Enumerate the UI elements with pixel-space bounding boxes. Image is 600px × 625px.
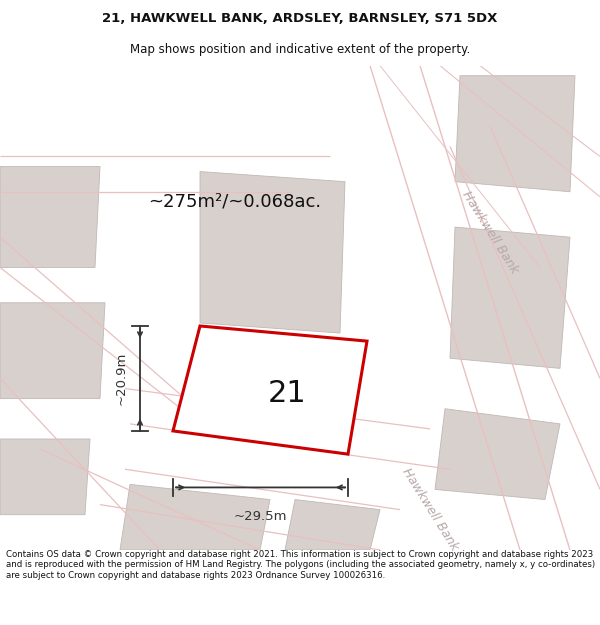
Polygon shape bbox=[0, 166, 100, 268]
Polygon shape bbox=[120, 484, 270, 550]
Polygon shape bbox=[0, 439, 90, 514]
Polygon shape bbox=[0, 302, 105, 399]
Polygon shape bbox=[455, 76, 575, 192]
Text: Map shows position and indicative extent of the property.: Map shows position and indicative extent… bbox=[130, 42, 470, 56]
Text: ~29.5m: ~29.5m bbox=[234, 509, 287, 522]
Text: ~20.9m: ~20.9m bbox=[115, 352, 128, 405]
Text: 21: 21 bbox=[268, 379, 307, 408]
Text: Hawkwell Bank: Hawkwell Bank bbox=[400, 466, 461, 553]
Polygon shape bbox=[200, 172, 345, 333]
Text: ~275m²/~0.068ac.: ~275m²/~0.068ac. bbox=[148, 193, 322, 211]
Polygon shape bbox=[435, 409, 560, 499]
Polygon shape bbox=[450, 227, 570, 368]
Text: 21, HAWKWELL BANK, ARDSLEY, BARNSLEY, S71 5DX: 21, HAWKWELL BANK, ARDSLEY, BARNSLEY, S7… bbox=[103, 12, 497, 25]
Polygon shape bbox=[285, 499, 380, 550]
Polygon shape bbox=[173, 326, 367, 454]
Text: Hawkwell Bank: Hawkwell Bank bbox=[460, 189, 521, 276]
Text: Contains OS data © Crown copyright and database right 2021. This information is : Contains OS data © Crown copyright and d… bbox=[6, 550, 595, 580]
